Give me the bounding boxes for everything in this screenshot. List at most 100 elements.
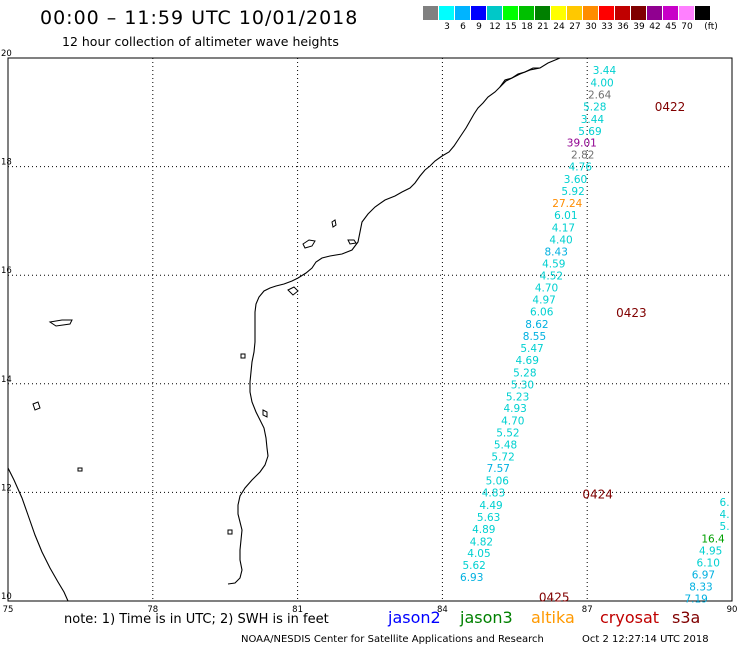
island-4	[287, 286, 299, 296]
wave-height-value: 4.89	[472, 524, 495, 536]
map-frame	[7, 57, 733, 602]
footer-credit: NOAA/NESDIS Center for Satellite Applica…	[241, 634, 544, 645]
footer-note: note: 1) Time is in UTC; 2) SWH is in fe…	[64, 612, 329, 627]
color-swatch	[503, 6, 518, 20]
wave-height-value: 5.92	[561, 186, 584, 198]
longitude-tick-label: 81	[292, 605, 303, 615]
wave-height-value: 7.19	[684, 593, 707, 605]
wave-height-value: 4.69	[516, 355, 539, 367]
longitude-tick-label: 75	[3, 605, 14, 615]
wave-height-value: 4.95	[699, 546, 722, 558]
wave-height-value: 6.93	[460, 572, 483, 584]
wave-height-value: 5.47	[520, 343, 543, 355]
color-swatch	[455, 6, 470, 20]
color-scale-label: 36	[617, 22, 629, 32]
latitude-tick-label: 10	[1, 592, 12, 602]
wave-height-value: 4.	[720, 509, 730, 521]
island-1	[331, 219, 337, 228]
color-scale-label: 39	[633, 22, 645, 32]
wave-height-value: 4.83	[482, 487, 505, 499]
color-swatch	[471, 6, 486, 20]
wave-height-value: 27.24	[552, 198, 582, 210]
color-scale-label: 9	[476, 22, 482, 32]
wave-height-value: 5.30	[511, 379, 534, 391]
color-swatch	[631, 6, 646, 20]
color-swatch	[647, 6, 662, 20]
color-swatch	[695, 6, 710, 20]
color-swatch	[487, 6, 502, 20]
wave-height-value: 4.00	[590, 77, 613, 89]
satellite-s3a: s3a	[672, 608, 701, 627]
wave-height-value: 2.64	[588, 89, 612, 101]
track-label: 0422	[655, 100, 686, 114]
color-swatch	[423, 6, 438, 20]
wave-height-value: 4.70	[535, 283, 558, 295]
wave-height-value: 8.33	[689, 581, 712, 593]
wave-height-value: 8.62	[525, 319, 548, 331]
color-swatch	[519, 6, 534, 20]
color-scale-label: 27	[569, 22, 581, 32]
wave-height-value: 6.01	[554, 210, 577, 222]
island-3	[347, 239, 357, 245]
wave-height-value: 8.43	[545, 246, 568, 258]
wave-height-value: 4.52	[540, 271, 563, 283]
color-scale-label: 33	[601, 22, 613, 32]
track-label: 0423	[616, 306, 647, 320]
satellite-altika: altika	[531, 608, 575, 627]
wave-height-value: 2.82	[571, 150, 594, 162]
latitude-tick-label: 20	[1, 49, 12, 59]
color-swatch	[679, 6, 694, 20]
island-7	[77, 467, 83, 472]
wave-height-value: 4.93	[503, 403, 526, 415]
wave-height-value: 4.49	[479, 500, 502, 512]
india-east-coastline	[227, 57, 561, 585]
longitude-tick-label: 84	[437, 605, 448, 615]
track-labels: 0422 0423 0424 0425	[539, 100, 685, 605]
color-scale-label: 30	[585, 22, 597, 32]
wave-height-value: 5.62	[462, 560, 485, 572]
wave-height-value: 4.40	[549, 234, 572, 246]
color-swatch	[615, 6, 630, 20]
wave-height-value: 5.48	[494, 440, 517, 452]
color-scale-label: 21	[537, 22, 549, 32]
wave-height-value: 3.44	[581, 114, 605, 126]
color-scale-label: 15	[505, 22, 517, 32]
color-scale-label: 3	[444, 22, 450, 32]
wave-height-value: 39.01	[567, 138, 597, 150]
color-scale-label: 6	[460, 22, 466, 32]
wave-height-value: 5.72	[491, 452, 514, 464]
color-swatch	[535, 6, 550, 20]
island-9	[227, 529, 233, 535]
color-scale-label: 45	[665, 22, 677, 32]
wave-height-value: 4.59	[542, 258, 565, 270]
wave-height-value: 4.76	[569, 162, 593, 174]
latitude-tick-label: 16	[1, 266, 12, 276]
wave-height-value: 5.63	[477, 512, 500, 524]
color-scale-label: 18	[521, 22, 533, 32]
color-swatch	[551, 6, 566, 20]
wave-height-value: 16.4	[701, 534, 725, 546]
wave-height-value: 5.28	[583, 101, 606, 113]
latitude-tick-label: 12	[1, 483, 12, 493]
coastline	[7, 57, 561, 602]
island-5	[48, 319, 73, 327]
wave-height-value: 4.82	[470, 536, 493, 548]
satellite-cryosat: cryosat	[600, 608, 660, 627]
wave-height-value: 5.52	[496, 428, 519, 440]
island-10	[262, 409, 268, 418]
coast-delta	[499, 67, 540, 88]
wave-height-value: 6.97	[692, 569, 715, 581]
wave-height-value: 5.28	[513, 367, 536, 379]
wave-height-value: 6.06	[530, 307, 554, 319]
color-swatch	[439, 6, 454, 20]
wave-height-value: 6.10	[697, 557, 720, 569]
color-scale-label: 70	[681, 22, 693, 32]
page-title: 00:00 – 11:59 UTC 10/01/2018	[40, 7, 359, 29]
footer-date: Oct 2 12:27:14 UTC 2018	[582, 634, 709, 645]
longitude-tick-label: 78	[147, 605, 158, 615]
wave-height-value: 5.69	[578, 126, 601, 138]
color-scale-label: 24	[553, 22, 565, 32]
wave-height-values: 3.444.002.645.283.445.6939.012.824.763.6…	[460, 65, 730, 605]
wave-height-value: 5.	[720, 521, 730, 533]
wave-height-value: 8.55	[523, 331, 546, 343]
